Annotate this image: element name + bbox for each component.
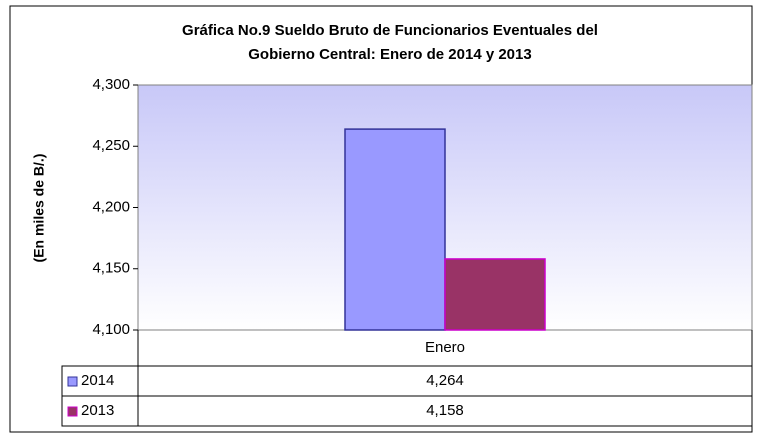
legend-swatch: [67, 406, 78, 417]
y-tick-label: 4,100: [92, 321, 130, 338]
table-value: 4,264: [426, 372, 464, 389]
y-tick-label: 4,300: [92, 76, 130, 93]
y-tick-label: 4,250: [92, 137, 130, 154]
y-tick-label: 4,200: [92, 198, 130, 215]
chart-title: Gobierno Central: Enero de 2014 y 2013: [248, 46, 531, 63]
bar: [444, 258, 546, 331]
table-value: 4,158: [426, 402, 464, 419]
chart-title: Gráfica No.9 Sueldo Bruto de Funcionario…: [182, 22, 598, 39]
x-tick-label: Enero: [425, 339, 465, 356]
y-axis-label: (En miles de B/.): [31, 154, 47, 263]
bar: [344, 128, 446, 331]
legend-swatch: [67, 376, 78, 387]
legend-label: 2014: [81, 372, 114, 389]
y-tick-label: 4,150: [92, 260, 130, 277]
legend-label: 2013: [81, 402, 114, 419]
